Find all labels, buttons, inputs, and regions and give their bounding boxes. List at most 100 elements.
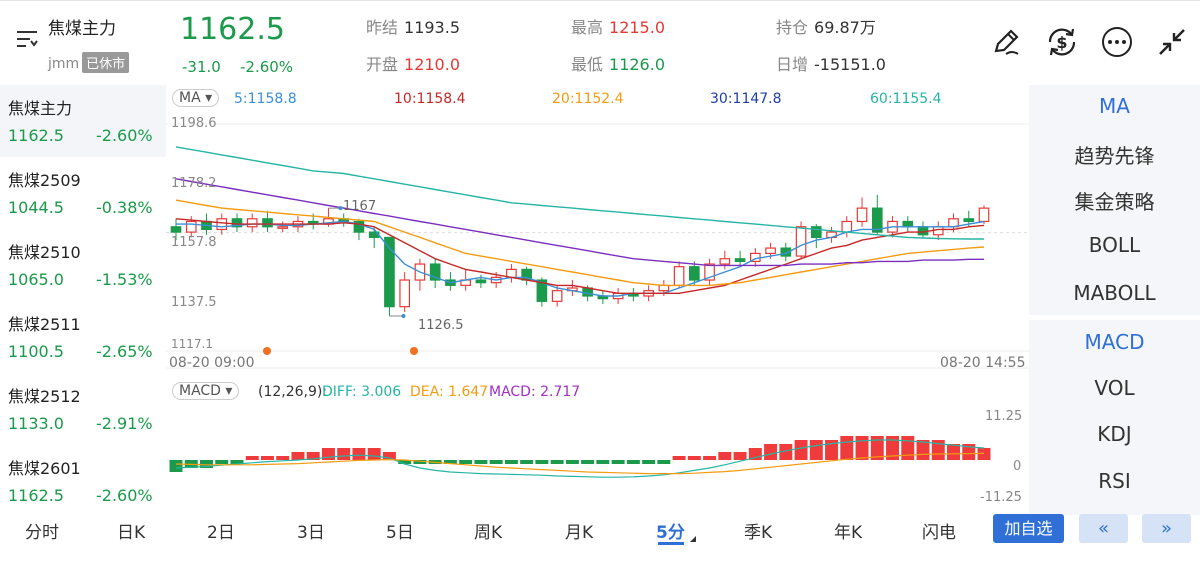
macd-bar (504, 460, 518, 464)
prev-button[interactable]: « (1079, 514, 1128, 543)
sub-indicator-selector[interactable]: MACD ▾ (172, 382, 240, 400)
candle-body (795, 226, 807, 257)
macd-bar (520, 460, 534, 464)
candle-body (917, 226, 929, 236)
macd-bar (565, 460, 579, 464)
macd-bar (947, 444, 960, 460)
tab-quarterly-k[interactable]: 季K (744, 523, 773, 543)
time-end: 08-20 14:55 (940, 355, 1026, 371)
watchlist-item[interactable]: 焦煤2512 1133.0 -2.91% (8, 387, 153, 433)
main-indicator-selector[interactable]: MA ▾ (172, 89, 220, 107)
candle-body (536, 279, 548, 302)
macd-bar (337, 448, 351, 460)
y-tick: 1117.1 (171, 337, 213, 351)
tab-3day[interactable]: 3日 (297, 523, 325, 543)
y-tick: 1137.5 (171, 295, 217, 310)
indicator-vol[interactable]: VOL (1094, 376, 1135, 400)
candle-body (170, 226, 182, 233)
price-change-pct: -2.60% (240, 58, 294, 76)
watchlist-item[interactable]: 焦煤2601 1162.5 -2.60% (8, 459, 153, 505)
candle-body (673, 266, 685, 286)
watchlist-item[interactable]: 焦煤主力 1162.5 -2.60% (0, 85, 166, 157)
macd-bar (596, 460, 610, 464)
candle-body (689, 266, 700, 281)
price-change: -31.0 (182, 58, 221, 76)
macd-bar (352, 448, 366, 460)
macd-bar (169, 460, 183, 472)
watchlist-item[interactable]: 焦煤2510 1065.0 -1.53% (8, 243, 153, 289)
indicator-rsi[interactable]: RSI (1098, 469, 1131, 493)
add-watchlist-button[interactable]: 加自选 (993, 514, 1064, 543)
macd-bar (809, 440, 823, 460)
macd-bar (535, 460, 549, 464)
stat-high: 最高 1215.0 (571, 18, 665, 37)
candle-body (765, 247, 776, 255)
candle-body (902, 220, 914, 228)
ma10-label: 10:1158.4 (394, 91, 466, 107)
collapse-icon[interactable] (1154, 24, 1190, 60)
high-marker-label: 1167 (343, 199, 377, 214)
candle-body (216, 218, 228, 231)
macd-y-tick: 0 (1013, 459, 1022, 474)
indicator-fund-strategy[interactable]: 集金策略 (1074, 190, 1155, 214)
indicator-maboll[interactable]: MABOLL (1073, 281, 1156, 305)
tab-daily-k[interactable]: 日K (117, 523, 146, 543)
macd-bar (931, 440, 945, 460)
menu-sort-icon[interactable] (14, 26, 40, 52)
tab-dropdown-icon[interactable] (690, 536, 696, 542)
ma60-line (175, 146, 984, 240)
macd-bar (581, 460, 595, 464)
candle-body (231, 218, 243, 228)
indicator-macd[interactable]: MACD (1084, 330, 1145, 354)
stat-prev-settle: 昨结 1193.5 (366, 18, 460, 37)
candle-body (780, 247, 792, 257)
macd-bar (962, 444, 976, 460)
indicator-trend-pioneer[interactable]: 趋势先锋 (1074, 144, 1155, 168)
candle-body (262, 218, 273, 228)
time-start: 08-20 09:00 (169, 355, 255, 371)
candle-body (978, 207, 990, 223)
macd-params: (12,26,9): (258, 384, 328, 400)
indicator-boll[interactable]: BOLL (1088, 233, 1141, 257)
market-status-badge: 已休市 (82, 52, 130, 73)
macd-bar (642, 460, 656, 464)
tab-5day[interactable]: 5日 (386, 523, 414, 543)
indicator-ma[interactable]: MA (1099, 94, 1130, 118)
watchlist-item[interactable]: 焦煤2511 1100.5 -2.65% (8, 315, 153, 361)
candle-body (551, 290, 563, 302)
tab-yearly-k[interactable]: 年K (834, 523, 863, 543)
y-tick: 1178.2 (171, 176, 217, 191)
watchlist-item[interactable]: 焦煤2509 1044.5 -0.38% (8, 171, 153, 217)
macd-bar (382, 452, 396, 460)
contract-code: jmm (48, 56, 80, 72)
tab-2day[interactable]: 2日 (207, 523, 235, 543)
stat-daily-increase: 日增 -15151.0 (776, 55, 886, 74)
kline-chart[interactable] (166, 85, 1029, 515)
next-button[interactable]: » (1142, 514, 1191, 543)
currency-exchange-icon[interactable]: $ (1044, 24, 1080, 60)
ma20-line (175, 199, 985, 287)
tab-weekly-k[interactable]: 周K (474, 523, 503, 543)
candle-body (719, 258, 731, 265)
pen-icon[interactable] (988, 24, 1024, 60)
macd-bar (489, 460, 503, 464)
contract-name: 焦煤主力 (48, 19, 116, 39)
tab-intraday[interactable]: 分时 (25, 523, 59, 543)
macd-bar (672, 456, 686, 460)
stat-open: 开盘 1210.0 (366, 55, 460, 74)
ma30-label: 30:1147.8 (710, 91, 782, 107)
stat-open-interest: 持仓 69.87万 (776, 18, 876, 37)
macd-bar (367, 448, 381, 460)
last-price: 1162.5 (180, 12, 285, 47)
more-icon[interactable] (1099, 24, 1135, 60)
macd-bar (718, 452, 732, 460)
macd-bar (840, 436, 854, 460)
macd-y-tick: -11.25 (980, 490, 1022, 505)
tab-monthly-k[interactable]: 月K (565, 523, 594, 543)
indicator-kdj[interactable]: KDJ (1097, 422, 1132, 446)
top-border (0, 0, 1200, 1)
macd-bar (764, 444, 778, 460)
tab-lightning[interactable]: 闪电 (922, 523, 956, 543)
macd-value: MACD: 2.717 (489, 384, 581, 400)
tab-5min[interactable]: 5分 (656, 523, 685, 543)
